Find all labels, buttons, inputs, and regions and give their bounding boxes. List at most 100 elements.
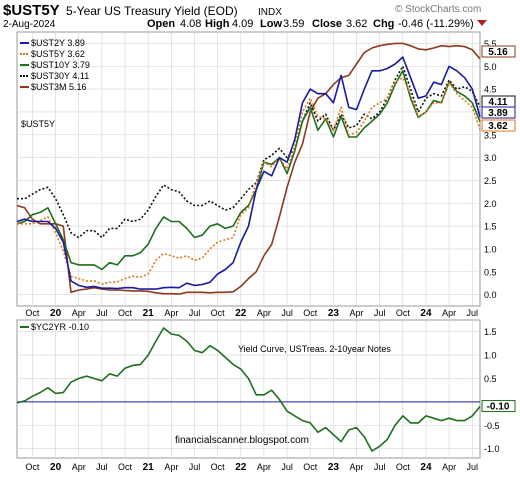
quote-date: 2-Aug-2024 bbox=[3, 19, 56, 30]
panel-symbol-label: $UST5Y bbox=[21, 119, 55, 129]
legend-yield-curve: $YC2YR -0.10 bbox=[20, 322, 89, 332]
legend-entry: $UST3M 5.16 bbox=[31, 82, 87, 92]
footer-credit: financialscanner.blogspot.com bbox=[175, 435, 309, 446]
y-tick-label: 1.5 bbox=[484, 327, 497, 337]
open-label: Open bbox=[147, 18, 175, 30]
x-tick-label: Jul bbox=[281, 462, 293, 472]
x-tick-label: Oct bbox=[25, 462, 40, 472]
high-value: 4.09 bbox=[232, 18, 253, 30]
x-tick-label: Jul bbox=[467, 462, 479, 472]
y-tick-label: 5.0 bbox=[484, 62, 497, 72]
x-tick-label: 20 bbox=[50, 462, 62, 473]
y-tick-label: 1.0 bbox=[484, 244, 497, 254]
chg-label: Chg bbox=[373, 18, 394, 30]
x-tick-label: Apr bbox=[72, 308, 86, 318]
series-line-ust2y[interactable] bbox=[16, 56, 481, 290]
y-tick-label: 3.0 bbox=[484, 153, 497, 163]
symbol-title[interactable]: $UST5Y bbox=[3, 2, 60, 19]
y-tick-label: 0.0 bbox=[484, 290, 497, 300]
x-tick-label: Jul bbox=[467, 308, 479, 318]
x-tick-label: Apr bbox=[72, 462, 86, 472]
x-tick-label: Apr bbox=[164, 462, 178, 472]
legend-entry: $UST30Y 4.11 bbox=[31, 71, 89, 81]
last-value-tag-text: 4.11 bbox=[489, 97, 508, 108]
exchange-label: INDX bbox=[258, 7, 282, 18]
x-tick-label: 24 bbox=[420, 462, 432, 473]
low-value: 3.59 bbox=[283, 18, 304, 30]
close-value: 3.62 bbox=[346, 18, 367, 30]
x-tick-label: Oct bbox=[25, 308, 40, 318]
main-price-panel[interactable]: 0.00.51.01.52.02.53.03.54.04.55.05.5Oct2… bbox=[16, 31, 516, 319]
y-tick-label: -1.0 bbox=[484, 444, 500, 454]
series-line-ust10y[interactable] bbox=[16, 70, 481, 271]
x-tick-label: Apr bbox=[257, 308, 271, 318]
x-tick-label: Oct bbox=[211, 462, 226, 472]
last-value-tag-text: -0.10 bbox=[487, 402, 510, 413]
x-tick-label: 21 bbox=[143, 308, 155, 319]
last-value-tag bbox=[481, 45, 516, 58]
close-label: Close bbox=[312, 18, 342, 30]
ohlc-readout: Open 4.08 High 4.09 Low 3.59 Close 3.62 … bbox=[147, 18, 474, 30]
x-tick-label: Oct bbox=[211, 308, 226, 318]
x-tick-label: Apr bbox=[442, 308, 456, 318]
y-tick-label: 2.5 bbox=[484, 176, 497, 186]
x-tick-label: Oct bbox=[118, 308, 133, 318]
x-tick-label: 22 bbox=[235, 308, 247, 319]
x-tick-label: 23 bbox=[328, 308, 340, 319]
low-label: Low bbox=[260, 18, 282, 30]
yield-curve-panel[interactable]: 1.5 1.0 0.5 -0.5 -1.0 Oct 20 Apr Jul Oct 21 Apr Jul O… bbox=[16, 319, 516, 473]
y-tick-label: 5.5 bbox=[484, 39, 497, 49]
last-value-tag bbox=[481, 400, 516, 413]
x-tick-label: Apr bbox=[350, 462, 364, 472]
watermark-text: © StockCharts.com bbox=[395, 4, 481, 15]
x-tick-label: Jul bbox=[189, 308, 201, 318]
legend-main: $UST2Y 3.89$UST5Y 3.62$UST10Y 3.79$UST30… bbox=[20, 38, 90, 92]
series-line-ust5y[interactable] bbox=[17, 76, 481, 285]
x-tick-label: Apr bbox=[350, 308, 364, 318]
y-tick-label: 3.5 bbox=[484, 130, 497, 140]
x-tick-label: 24 bbox=[420, 308, 432, 319]
x-tick-label: Apr bbox=[164, 308, 178, 318]
legend-entry: $YC2YR -0.10 bbox=[31, 322, 89, 332]
x-tick-label: 21 bbox=[143, 462, 155, 473]
open-value: 4.08 bbox=[180, 18, 201, 30]
y-tick-label: 0.5 bbox=[484, 267, 497, 277]
x-tick-label: Jul bbox=[189, 462, 201, 472]
last-value-tag-text: 3.89 bbox=[488, 108, 508, 119]
x-tick-label: Apr bbox=[442, 462, 456, 472]
series-line-ust30y[interactable] bbox=[17, 65, 481, 239]
legend-entry: $UST10Y 3.79 bbox=[31, 60, 90, 70]
x-tick-label: Jul bbox=[96, 462, 108, 472]
legend-entry: $UST5Y 3.62 bbox=[31, 49, 85, 59]
x-tick-label: Oct bbox=[303, 308, 318, 318]
last-value-tag-text: 3.62 bbox=[488, 121, 508, 132]
high-label: High bbox=[205, 18, 230, 30]
symbol-description: 5-Year US Treasury Yield (EOD) bbox=[66, 4, 238, 18]
series-line-ust3m[interactable] bbox=[16, 42, 481, 295]
x-tick-label: 23 bbox=[328, 462, 340, 473]
y-tick-label: -0.5 bbox=[484, 421, 500, 431]
x-tick-label: Jul bbox=[374, 308, 386, 318]
last-value-tag-text: 5.16 bbox=[488, 47, 508, 58]
x-tick-label: Jul bbox=[281, 308, 293, 318]
series-line-yc2yr[interactable] bbox=[16, 327, 481, 452]
down-arrow-icon bbox=[477, 20, 487, 26]
x-tick-label: 22 bbox=[235, 462, 247, 473]
y-tick-label: 2.0 bbox=[484, 199, 497, 209]
y-tick-label: 0.5 bbox=[484, 374, 497, 384]
y-tick-label: 1.5 bbox=[484, 222, 497, 232]
x-tick-label: Apr bbox=[257, 462, 271, 472]
x-tick-label: Jul bbox=[96, 308, 108, 318]
last-value-tag bbox=[481, 119, 516, 132]
x-tick-label: Oct bbox=[303, 462, 318, 472]
x-tick-label: Oct bbox=[396, 462, 411, 472]
y-tick-label: 1.0 bbox=[484, 351, 497, 361]
x-tick-label: Oct bbox=[118, 462, 133, 472]
chg-value: -0.46 (-11.29%) bbox=[398, 18, 474, 30]
last-value-tag bbox=[481, 106, 516, 119]
y-tick-label: 4.5 bbox=[484, 85, 497, 95]
yield-curve-annotation: Yield Curve, USTreas. 2-10year Notes bbox=[238, 344, 391, 354]
x-tick-label: Oct bbox=[396, 308, 411, 318]
